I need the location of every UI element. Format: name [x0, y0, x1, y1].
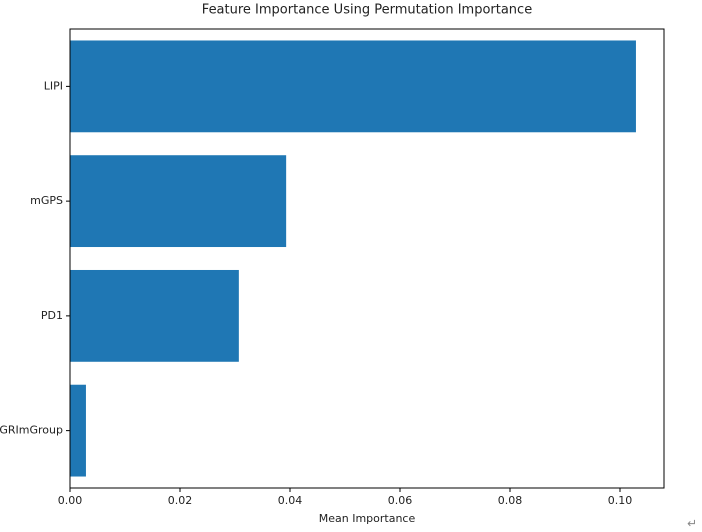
- x-tick-label: 0.10: [608, 494, 633, 507]
- chart-title: Feature Importance Using Permutation Imp…: [202, 3, 532, 18]
- x-axis-label: Mean Importance: [319, 512, 416, 525]
- y-tick-label: mGPS: [30, 194, 63, 207]
- y-tick-label: GRImGroup: [0, 424, 63, 437]
- bar: [70, 40, 636, 133]
- x-tick-label: 0.00: [58, 494, 83, 507]
- y-tick-label: PD1: [41, 309, 63, 322]
- bar: [70, 384, 86, 477]
- corner-mark: ↵: [687, 517, 697, 531]
- bar: [70, 155, 287, 248]
- plot-frame: [69, 28, 665, 489]
- bar: [70, 269, 239, 362]
- x-tick-label: 0.02: [168, 494, 193, 507]
- x-tick-label: 0.08: [498, 494, 523, 507]
- y-tick-label: LIPI: [44, 79, 63, 92]
- x-tick-label: 0.06: [388, 494, 413, 507]
- x-tick-label: 0.04: [278, 494, 303, 507]
